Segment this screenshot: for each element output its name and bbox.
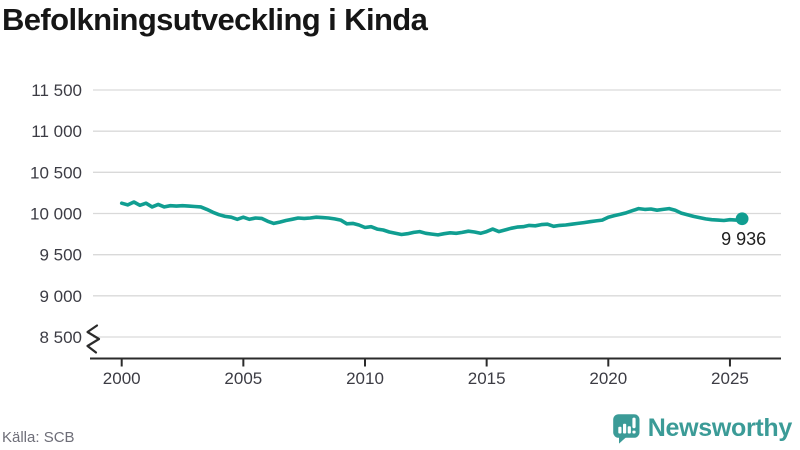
x-tick-label: 2005 [224,369,262,388]
y-tick-label: 9 500 [39,246,82,265]
population-series-line [119,200,744,237]
y-tick-label: 10 000 [30,204,82,223]
y-tick-label: 11 500 [31,81,82,100]
x-tick-label: 2015 [468,369,506,388]
x-tick-label: 2025 [711,369,749,388]
newsworthy-wordmark: Newsworthy [647,414,793,442]
y-tick-label: 9 000 [39,287,82,306]
x-tick-label: 2010 [346,369,384,388]
newsworthy-logo: Newsworthy [612,413,792,444]
x-tick-label: 2020 [589,369,627,388]
y-tick-label: 8 500 [39,328,82,347]
y-tick-label: 10 500 [30,163,82,182]
chart-title: Befolkningsutveckling i Kinda [2,2,428,37]
newsworthy-icon [612,414,640,444]
source-note: Källa: SCB [2,429,75,446]
latest-value-dot [735,212,749,226]
x-tick-label: 2000 [103,369,141,388]
latest-value-label: 9 936 [721,229,766,249]
y-tick-label: 11 000 [31,122,82,141]
axis-break-icon [86,324,101,354]
population-line-chart: 11 500 11 000 10 500 10 000 9 500 9 000 8 500 2… [30,81,781,388]
